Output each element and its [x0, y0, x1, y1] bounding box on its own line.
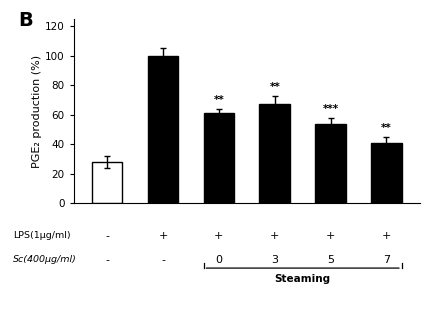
Text: 0: 0 [215, 255, 223, 265]
Text: 3: 3 [271, 255, 278, 265]
Text: **: ** [213, 95, 224, 105]
Text: 7: 7 [383, 255, 390, 265]
Text: +: + [326, 231, 335, 241]
Text: -: - [105, 255, 109, 265]
Text: +: + [214, 231, 223, 241]
Bar [204, 113, 234, 203]
Bar [371, 143, 402, 203]
Text: -: - [161, 255, 165, 265]
Text: +: + [158, 231, 168, 241]
Text: **: ** [381, 123, 392, 133]
Bar [259, 105, 290, 203]
Text: +: + [270, 231, 279, 241]
Text: -: - [105, 231, 109, 241]
Y-axis label: PGE₂ production (%): PGE₂ production (%) [32, 54, 42, 168]
Text: ***: *** [323, 104, 339, 114]
Bar [92, 162, 123, 203]
Bar [315, 124, 346, 203]
Text: **: ** [269, 82, 280, 92]
Text: +: + [382, 231, 391, 241]
Bar [148, 56, 178, 203]
Text: 5: 5 [327, 255, 334, 265]
Text: LPS(1μg/ml): LPS(1μg/ml) [13, 231, 71, 240]
Text: Steaming: Steaming [275, 274, 331, 284]
Text: Sc(400μg/ml): Sc(400μg/ml) [13, 255, 77, 264]
Text: B: B [18, 11, 33, 30]
